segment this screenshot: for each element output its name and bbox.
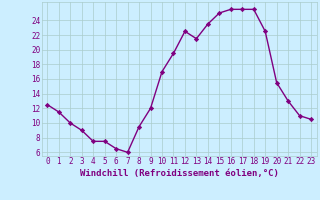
X-axis label: Windchill (Refroidissement éolien,°C): Windchill (Refroidissement éolien,°C): [80, 169, 279, 178]
